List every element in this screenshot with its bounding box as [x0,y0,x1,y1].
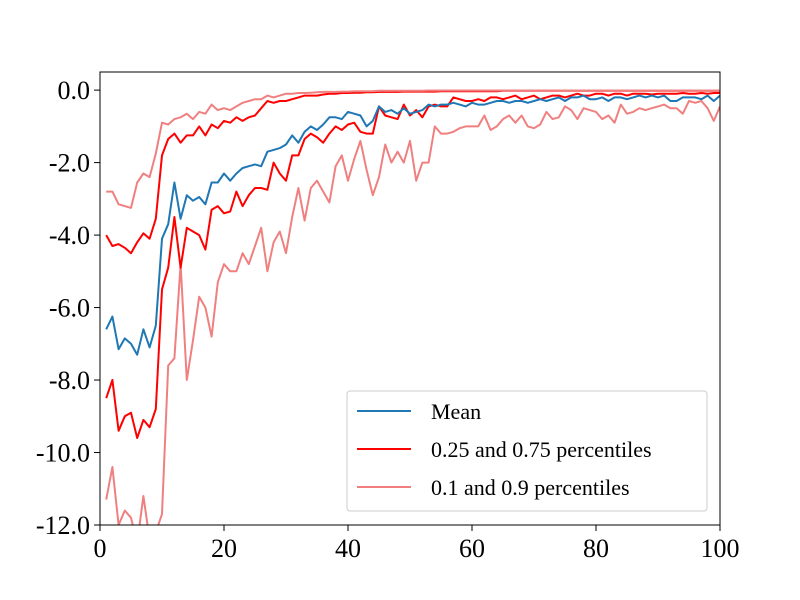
y-tick-label: -6.0 [49,294,90,323]
legend-label-p10-p90: 0.1 and 0.9 percentiles [431,475,630,500]
plot-frame [99,71,721,526]
x-tick-label: 60 [459,534,485,563]
series-line-p10 [105,100,720,525]
y-tick-label: -2.0 [49,149,90,178]
series-line-mean [105,94,720,356]
x-tick-label: 0 [94,534,107,563]
legend-label-mean: Mean [431,399,481,424]
y-axis: 0.0 -2.0 -4.0 -6.0 -8.0 -10.0 -12.0 [36,76,100,540]
x-tick-label: 40 [335,534,361,563]
x-tick-label: 20 [211,534,237,563]
series-line-p90 [106,89,720,209]
legend: Mean 0.25 and 0.75 percentiles 0.1 and 0… [346,390,708,512]
x-tick-label: 100 [701,534,740,563]
y-tick-label: -12.0 [36,511,90,540]
y-tick-label: -8.0 [49,366,90,395]
y-tick-label: -4.0 [49,221,90,250]
x-axis: 0 20 40 60 80 100 [94,525,740,563]
legend-label-p25-p75: 0.25 and 0.75 percentiles [431,437,652,462]
x-tick-label: 80 [583,534,609,563]
y-tick-label: 0.0 [58,76,91,105]
series-layer [105,89,720,525]
y-tick-label: -10.0 [36,439,90,468]
legend-box [346,390,708,512]
